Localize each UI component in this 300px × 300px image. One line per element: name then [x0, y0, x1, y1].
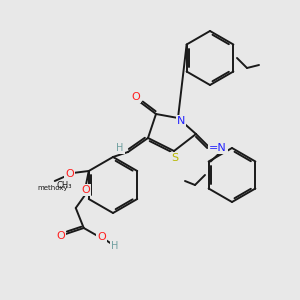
Text: S: S: [171, 153, 178, 163]
Text: CH₃: CH₃: [57, 182, 72, 190]
Text: O: O: [56, 231, 65, 241]
Text: H: H: [111, 241, 118, 251]
Text: methoxy: methoxy: [38, 185, 68, 191]
Text: O: O: [65, 169, 74, 179]
Text: N: N: [177, 116, 185, 126]
Text: =N: =N: [209, 143, 227, 153]
Text: O: O: [98, 232, 106, 242]
Text: H: H: [116, 143, 124, 153]
Text: O: O: [81, 185, 90, 195]
Text: O: O: [132, 92, 140, 102]
